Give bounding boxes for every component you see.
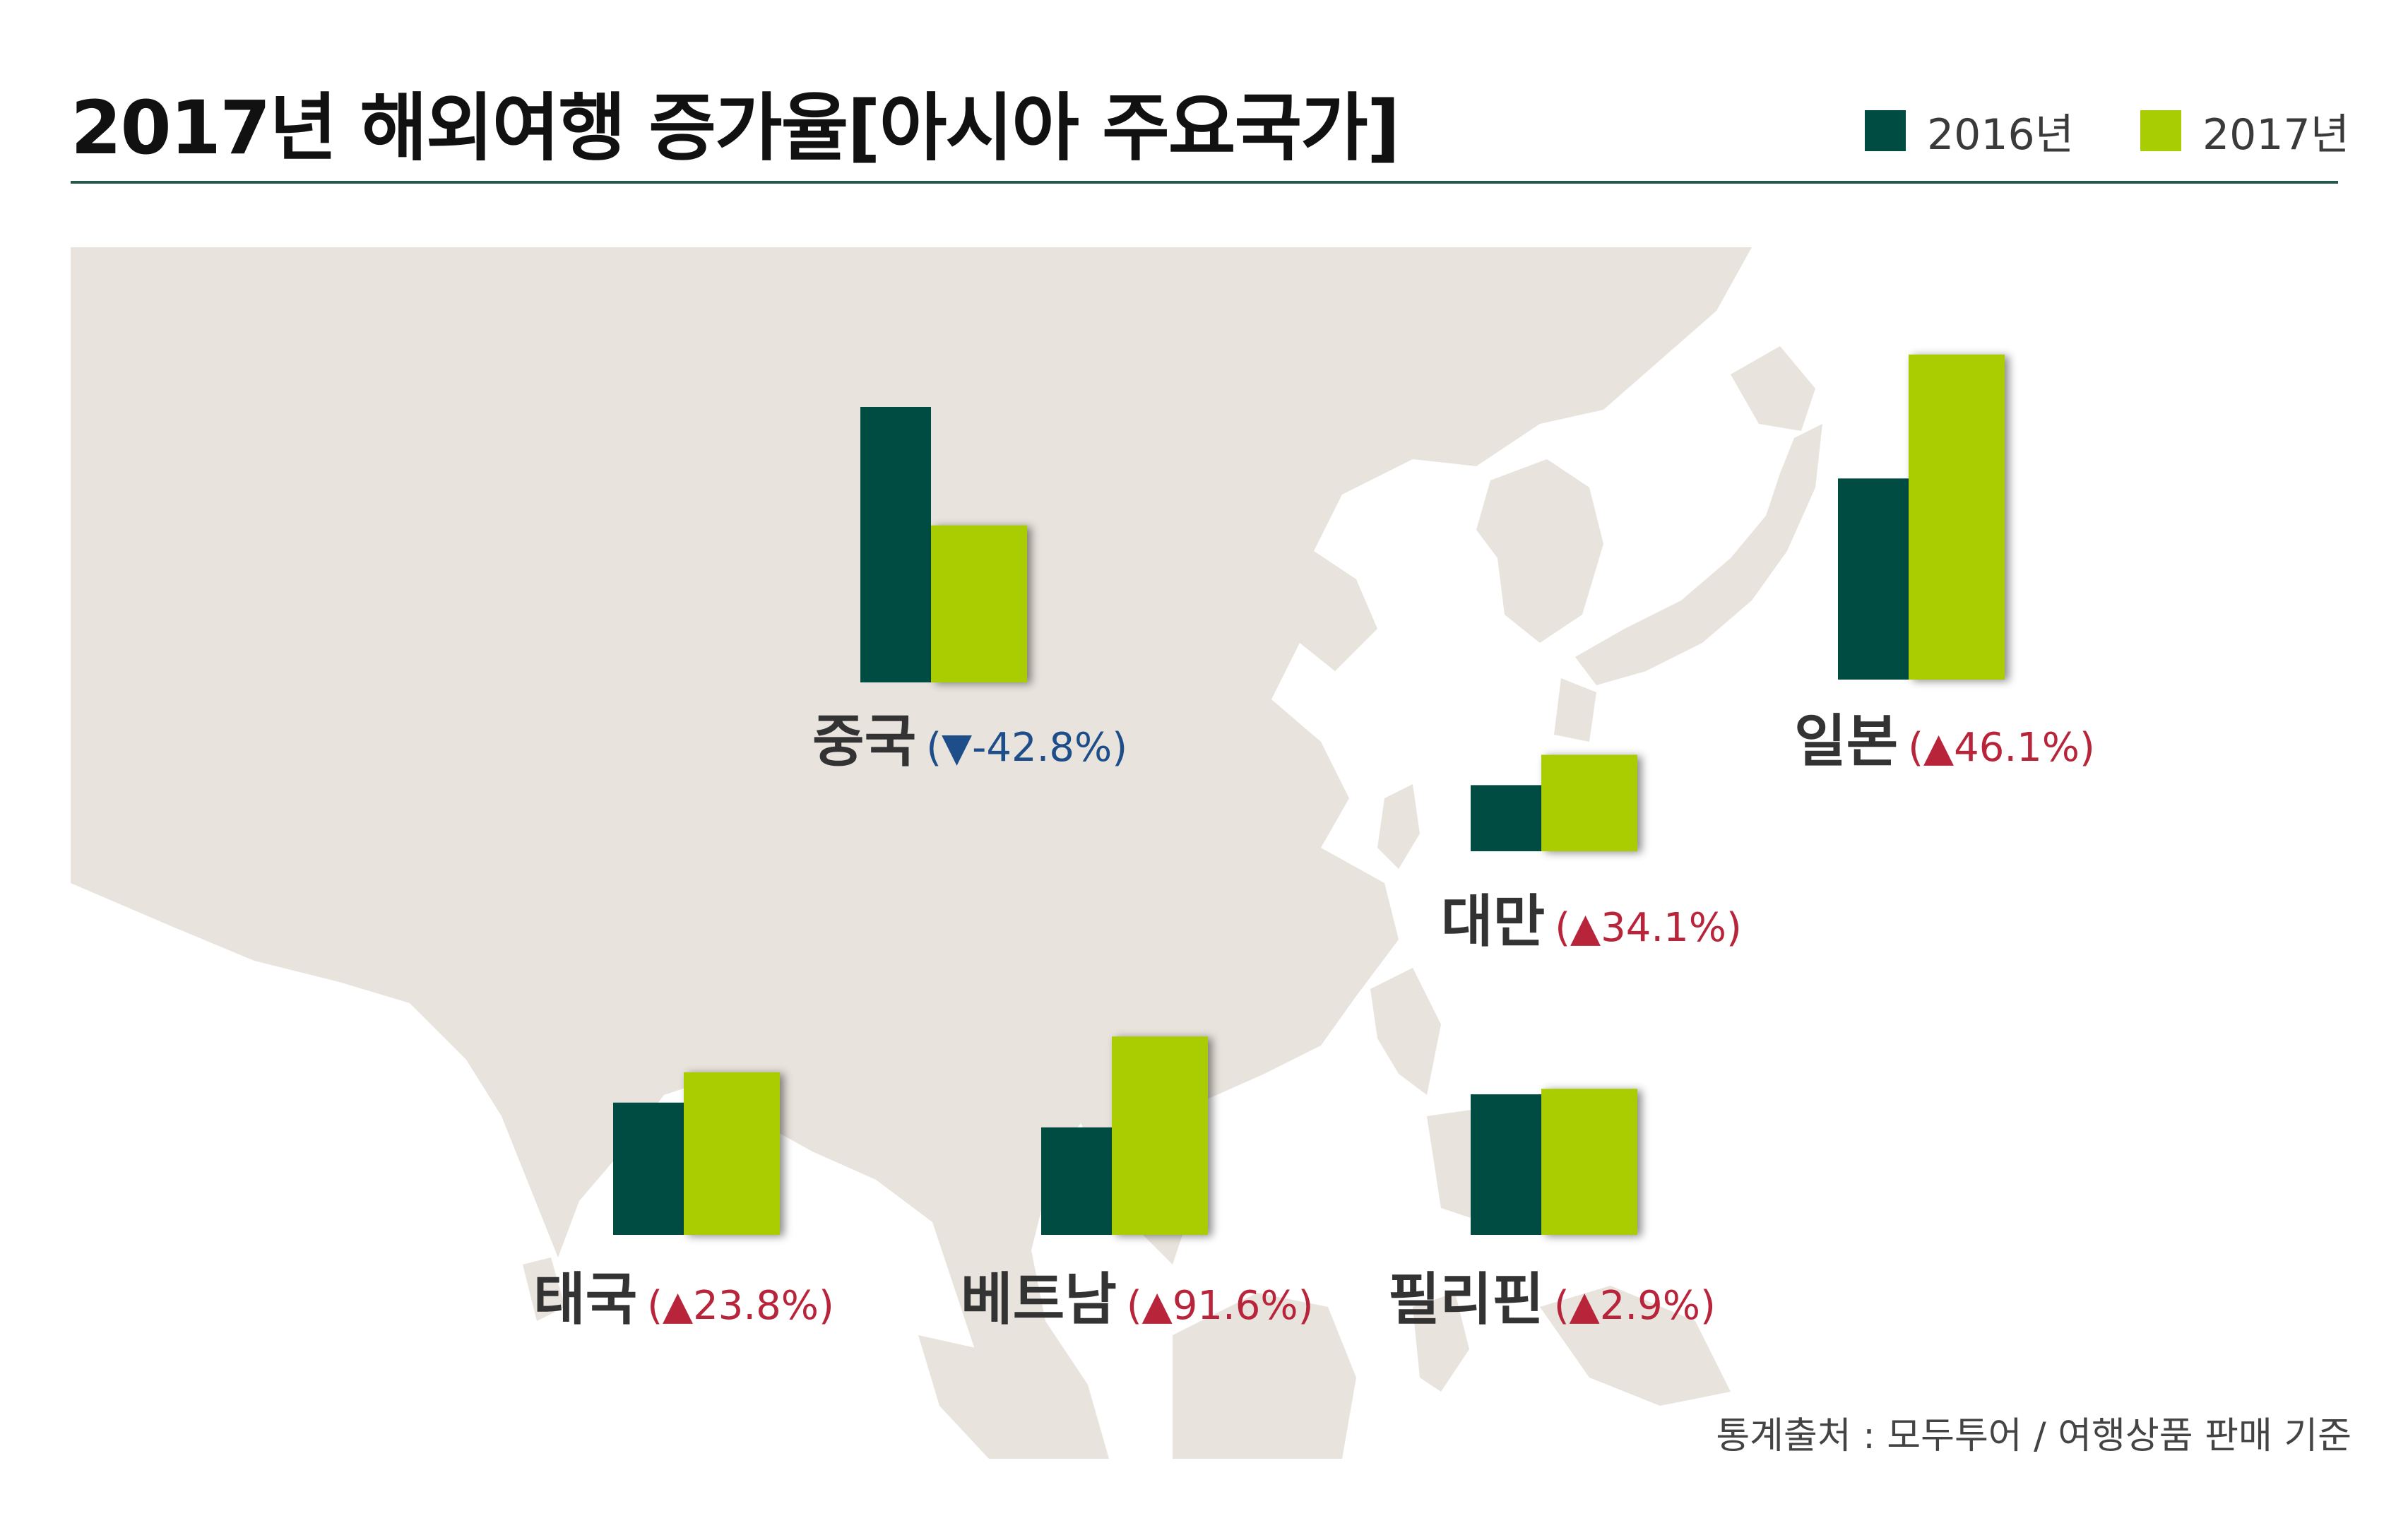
country-label-philippines: 필리핀 (▲2.9%) — [1388, 1254, 1716, 1336]
legend-label-2016: 2016년 — [1927, 109, 2074, 160]
country-name: 필리핀 — [1388, 1267, 1544, 1332]
country-label-china: 중국 (▼-42.8%) — [812, 696, 1127, 778]
asia-map-background — [71, 247, 1822, 1459]
country-label-vietnam: 베트남 (▲91.6%) — [961, 1254, 1313, 1336]
legend-item-2017: 2017년 — [2140, 106, 2349, 160]
legend-item-2016: 2016년 — [1865, 106, 2074, 160]
country-name: 중국 — [812, 709, 917, 774]
legend-swatch-2016 — [1865, 110, 1906, 151]
country-change: (▲2.9%) — [1553, 1283, 1716, 1329]
bar-2016-thailand — [613, 1102, 684, 1235]
bar-2016-philippines — [1471, 1094, 1541, 1235]
country-name: 태국 — [533, 1267, 638, 1332]
country-label-japan: 일본 (▲46.1%) — [1794, 696, 2095, 778]
bar-2016-vietnam — [1041, 1127, 1112, 1235]
page-title: 2017년 해외여행 증가율[아시아 주요국가] — [71, 85, 1400, 171]
country-name: 베트남 — [961, 1267, 1117, 1332]
source-note: 통계출처 : 모두투어 / 여행상품 판매 기준 — [1716, 1415, 2351, 1457]
legend-label-2017: 2017년 — [2202, 109, 2349, 160]
legend-swatch-2017 — [2140, 110, 2181, 151]
bar-2017-thailand — [684, 1072, 780, 1235]
country-change: (▲91.6%) — [1126, 1283, 1314, 1329]
bar-2017-japan — [1909, 354, 2005, 680]
bar-2016-china — [860, 407, 931, 682]
bar-2016-taiwan — [1471, 785, 1541, 851]
country-name: 일본 — [1794, 709, 1899, 774]
country-label-taiwan: 대만 (▲34.1%) — [1441, 876, 1742, 958]
title-divider — [71, 181, 2338, 184]
country-label-thailand: 태국 (▲23.8%) — [533, 1254, 834, 1336]
bar-2016-japan — [1838, 478, 1909, 680]
bar-2017-china — [931, 525, 1027, 682]
country-name: 대만 — [1441, 889, 1546, 954]
bar-2017-vietnam — [1112, 1036, 1208, 1235]
country-change: (▲23.8%) — [647, 1283, 834, 1329]
country-change: (▲46.1%) — [1908, 725, 2095, 771]
bar-2017-philippines — [1541, 1089, 1637, 1235]
country-change: (▼-42.8%) — [926, 725, 1128, 771]
bar-2017-taiwan — [1541, 754, 1637, 851]
country-change: (▲34.1%) — [1555, 905, 1742, 951]
